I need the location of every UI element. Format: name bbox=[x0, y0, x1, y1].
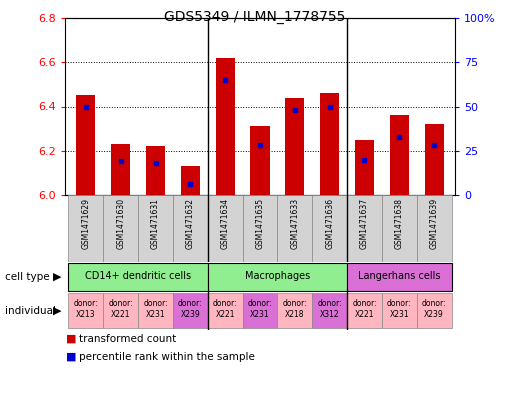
Bar bbox=[417, 195, 451, 262]
Bar bbox=[208, 195, 243, 262]
Text: donor:
X231: donor: X231 bbox=[387, 299, 412, 319]
Text: GSM1471632: GSM1471632 bbox=[186, 198, 195, 249]
Bar bbox=[103, 195, 138, 262]
Text: donor:
X239: donor: X239 bbox=[178, 299, 203, 319]
Text: transformed count: transformed count bbox=[79, 334, 176, 344]
Bar bbox=[181, 166, 200, 195]
Text: donor:
X213: donor: X213 bbox=[74, 299, 98, 319]
Bar bbox=[208, 263, 347, 290]
Text: GDS5349 / ILMN_1778755: GDS5349 / ILMN_1778755 bbox=[164, 10, 345, 24]
Bar bbox=[208, 293, 243, 329]
Bar bbox=[111, 144, 130, 195]
Text: donor:
X221: donor: X221 bbox=[352, 299, 377, 319]
Bar bbox=[382, 195, 417, 262]
Bar bbox=[355, 140, 374, 195]
Text: Macrophages: Macrophages bbox=[245, 272, 310, 281]
Text: GSM1471630: GSM1471630 bbox=[116, 198, 125, 250]
Bar bbox=[173, 293, 208, 329]
Text: GSM1471637: GSM1471637 bbox=[360, 198, 369, 250]
Bar bbox=[103, 293, 138, 329]
Bar bbox=[277, 195, 312, 262]
Text: donor:
X218: donor: X218 bbox=[282, 299, 307, 319]
Text: Langerhans cells: Langerhans cells bbox=[358, 272, 440, 281]
Bar bbox=[69, 195, 103, 262]
Bar bbox=[173, 195, 208, 262]
Text: donor:
X231: donor: X231 bbox=[248, 299, 272, 319]
Bar bbox=[69, 293, 103, 329]
Bar bbox=[250, 127, 270, 195]
Text: GSM1471635: GSM1471635 bbox=[256, 198, 265, 250]
Bar bbox=[425, 124, 444, 195]
Text: ■: ■ bbox=[66, 334, 80, 344]
Text: GSM1471638: GSM1471638 bbox=[395, 198, 404, 249]
Text: individual: individual bbox=[5, 306, 56, 316]
Bar bbox=[146, 146, 165, 195]
Text: GSM1471629: GSM1471629 bbox=[81, 198, 91, 249]
Text: donor:
X239: donor: X239 bbox=[422, 299, 446, 319]
Text: GSM1471636: GSM1471636 bbox=[325, 198, 334, 250]
Text: percentile rank within the sample: percentile rank within the sample bbox=[79, 352, 255, 362]
Text: GSM1471634: GSM1471634 bbox=[221, 198, 230, 250]
Bar bbox=[417, 293, 451, 329]
Text: ▶: ▶ bbox=[53, 306, 62, 316]
Bar bbox=[138, 195, 173, 262]
Text: GSM1471631: GSM1471631 bbox=[151, 198, 160, 249]
Text: ▶: ▶ bbox=[53, 272, 62, 282]
Bar bbox=[69, 263, 208, 290]
Bar bbox=[347, 293, 382, 329]
Bar bbox=[138, 293, 173, 329]
Bar bbox=[347, 263, 451, 290]
Text: donor:
X221: donor: X221 bbox=[213, 299, 238, 319]
Bar bbox=[243, 195, 277, 262]
Bar bbox=[76, 95, 96, 195]
Bar bbox=[312, 195, 347, 262]
Text: donor:
X221: donor: X221 bbox=[108, 299, 133, 319]
Bar bbox=[320, 93, 339, 195]
Bar bbox=[390, 116, 409, 195]
Text: GSM1471639: GSM1471639 bbox=[430, 198, 439, 250]
Text: GSM1471633: GSM1471633 bbox=[290, 198, 299, 250]
Text: donor:
X231: donor: X231 bbox=[143, 299, 168, 319]
Text: donor:
X312: donor: X312 bbox=[317, 299, 342, 319]
Bar bbox=[382, 293, 417, 329]
Bar bbox=[277, 293, 312, 329]
Text: ■: ■ bbox=[66, 352, 80, 362]
Bar bbox=[285, 97, 304, 195]
Bar bbox=[347, 195, 382, 262]
Bar bbox=[312, 293, 347, 329]
Bar bbox=[243, 293, 277, 329]
Bar bbox=[216, 58, 235, 195]
Text: CD14+ dendritic cells: CD14+ dendritic cells bbox=[85, 272, 191, 281]
Text: cell type: cell type bbox=[5, 272, 50, 282]
